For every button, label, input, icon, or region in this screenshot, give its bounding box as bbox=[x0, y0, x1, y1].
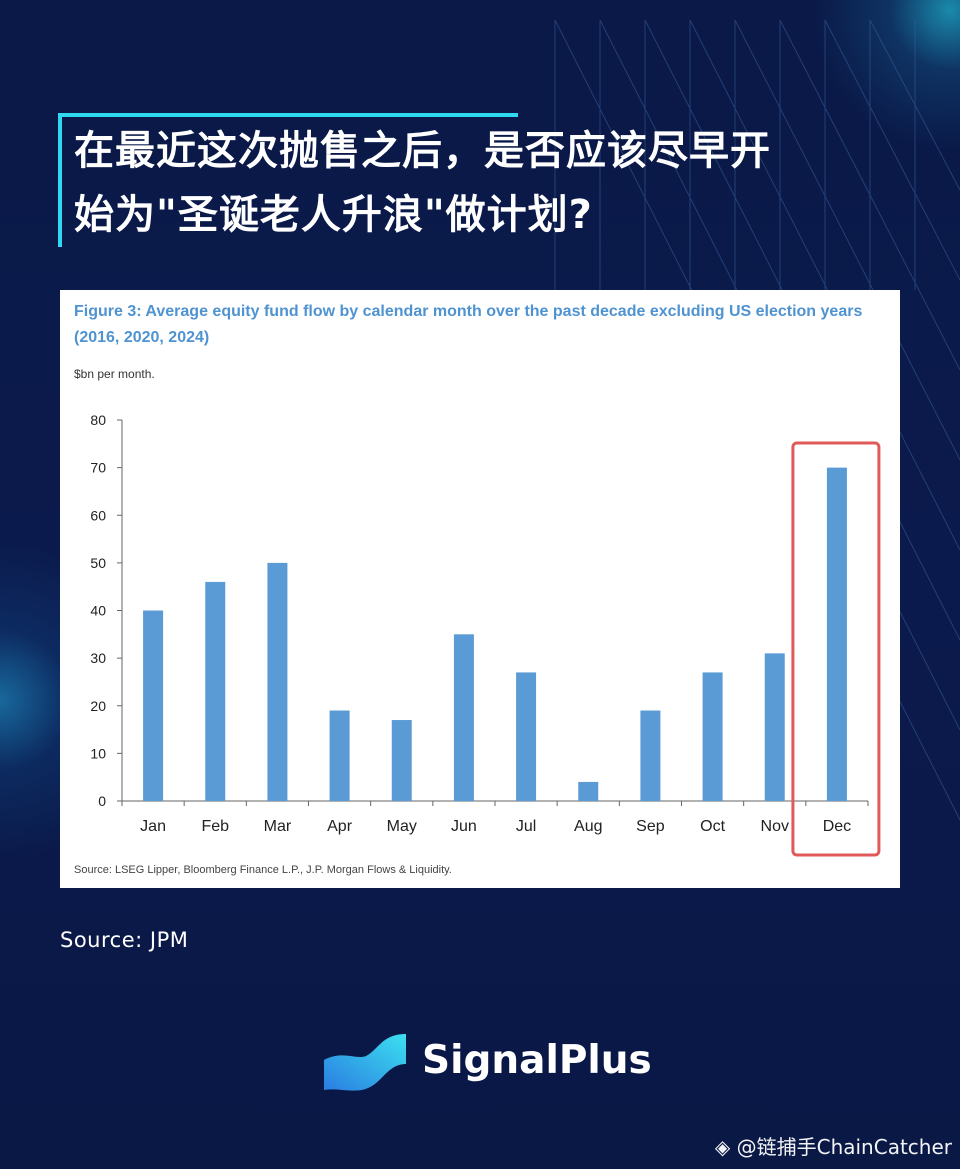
headline-accent-bar bbox=[58, 113, 518, 117]
chart-title: Figure 3: Average equity fund flow by ca… bbox=[74, 303, 863, 346]
bar-may bbox=[391, 720, 412, 801]
x-tick-label-jul: Jul bbox=[516, 818, 536, 835]
chart-source-note: Source: LSEG Lipper, Bloomberg Finance L… bbox=[74, 864, 452, 876]
bar-feb bbox=[205, 581, 226, 801]
bar-jun bbox=[453, 634, 474, 801]
y-tick-label: 0 bbox=[98, 793, 106, 809]
watermark-text: @链捕手ChainCatcher bbox=[736, 1135, 952, 1159]
x-tick-label-nov: Nov bbox=[761, 818, 789, 835]
x-tick-label-mar: Mar bbox=[264, 818, 292, 835]
x-tick-label-oct: Oct bbox=[700, 818, 725, 835]
x-tick-label-aug: Aug bbox=[574, 818, 602, 835]
x-tick-label-may: May bbox=[387, 818, 417, 835]
headline-title: 在最近这次抛售之后，是否应该尽早开 始为"圣诞老人升浪"做计划? bbox=[74, 128, 771, 238]
x-tick-label-apr: Apr bbox=[327, 818, 353, 835]
y-tick-label: 70 bbox=[90, 460, 106, 476]
x-tick-label-jan: Jan bbox=[140, 818, 166, 835]
bar-jul bbox=[516, 672, 537, 801]
chart-unit-label: $bn per month. bbox=[74, 367, 155, 381]
brand-block: SignalPlus bbox=[322, 1030, 652, 1096]
x-tick-label-dec: Dec bbox=[823, 818, 851, 835]
brand-name: SignalPlus bbox=[422, 1038, 652, 1083]
y-tick-label: 10 bbox=[90, 745, 106, 761]
highlight-box-dec bbox=[791, 441, 881, 857]
chart-card: Figure 3: Average equity fund flow by ca… bbox=[60, 290, 900, 888]
bar-aug bbox=[578, 781, 599, 801]
y-tick-label: 20 bbox=[90, 698, 106, 714]
binance-diamond-icon: ◈ bbox=[714, 1135, 731, 1159]
bar-mar bbox=[267, 562, 288, 801]
y-tick-label: 50 bbox=[90, 555, 106, 571]
y-tick-label: 80 bbox=[90, 412, 106, 428]
x-tick-label-feb: Feb bbox=[201, 818, 229, 835]
x-tick-label-jun: Jun bbox=[451, 818, 477, 835]
source-caption: Source: JPM bbox=[60, 928, 189, 952]
y-tick-label: 30 bbox=[90, 650, 106, 666]
y-tick-label: 60 bbox=[90, 507, 106, 523]
bar-oct bbox=[702, 672, 723, 801]
bar-dec bbox=[826, 467, 847, 801]
bar-apr bbox=[329, 710, 350, 801]
bar-nov bbox=[764, 653, 785, 801]
watermark: ◈ @链捕手ChainCatcher bbox=[715, 1131, 952, 1160]
bar-sep bbox=[640, 710, 661, 801]
y-tick-label: 40 bbox=[90, 603, 106, 619]
headline-block: 在最近这次抛售之后，是否应该尽早开 始为"圣诞老人升浪"做计划? bbox=[58, 113, 954, 247]
bar-jan bbox=[143, 610, 164, 801]
x-tick-label-sep: Sep bbox=[636, 818, 665, 835]
signalplus-wave-logo-icon bbox=[324, 1034, 406, 1091]
bar-chart: 0 10 20 30 40 50 60 70 80 Jan Feb Mar Apr May Jun Jul Au… bbox=[90, 412, 881, 857]
